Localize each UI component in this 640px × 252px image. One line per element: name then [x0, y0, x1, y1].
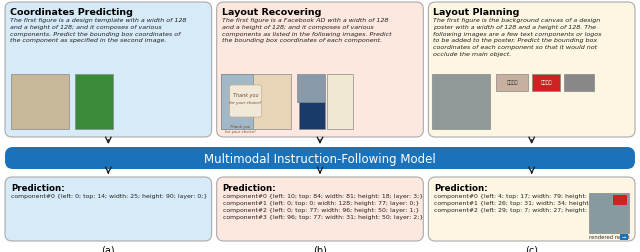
Text: Prediction:: Prediction: [11, 183, 65, 192]
Bar [433, 75, 490, 130]
Bar [221, 75, 253, 130]
Text: Prediction:: Prediction: [435, 183, 488, 192]
FancyBboxPatch shape [428, 3, 635, 137]
Bar [532, 75, 561, 92]
Text: component#0 {left: 0; top: 14; width: 25; height: 90; layer: 0;}: component#0 {left: 0; top: 14; width: 25… [11, 193, 207, 198]
Text: Coordinates Predicting: Coordinates Predicting [10, 8, 133, 17]
Text: component#0 {left: 4; top: 17; width: 79; height: 12;}
component#1 {left: 26; to: component#0 {left: 4; top: 17; width: 79… [435, 193, 603, 212]
Text: The first figure is a design template with a width of 128
and a height of 128; a: The first figure is a design template wi… [10, 18, 186, 43]
Text: 经典传世: 经典传世 [507, 80, 518, 85]
Bar [564, 75, 595, 92]
Text: (c): (c) [525, 245, 538, 252]
Bar [497, 75, 529, 92]
Text: for your choice!: for your choice! [229, 101, 262, 105]
Text: 品牌标志: 品牌标志 [541, 80, 552, 85]
Bar [589, 193, 629, 233]
FancyBboxPatch shape [428, 177, 635, 241]
Text: The first figure is the background canvas of a design
poster with a width of 128: The first figure is the background canva… [433, 18, 602, 57]
Bar [297, 75, 324, 103]
Bar [75, 75, 113, 130]
Text: rendered result: rendered result [589, 234, 629, 239]
Text: Prediction:: Prediction: [223, 183, 276, 192]
Text: Layout Recovering: Layout Recovering [221, 8, 321, 17]
FancyBboxPatch shape [5, 3, 212, 137]
Bar [299, 103, 324, 130]
Text: (b): (b) [313, 245, 327, 252]
Bar [326, 75, 353, 130]
FancyBboxPatch shape [5, 177, 212, 241]
Text: Thank you: Thank you [233, 93, 259, 98]
Text: →: → [622, 234, 626, 239]
Bar [620, 234, 628, 240]
Bar [221, 75, 291, 130]
Text: Layout Planning: Layout Planning [433, 8, 520, 17]
FancyBboxPatch shape [230, 86, 262, 117]
Text: component#0 {left: 10; top: 84; width: 81; height: 18; layer: 3;}
component#1 {l: component#0 {left: 10; top: 84; width: 8… [223, 193, 423, 219]
Text: Multimodal Instruction-Following Model: Multimodal Instruction-Following Model [204, 152, 436, 165]
Text: The first figure is a Facebook AD with a width of 128
and a height of 128; and i: The first figure is a Facebook AD with a… [221, 18, 391, 43]
Bar [613, 195, 627, 205]
Text: Thank you
for your choice!: Thank you for your choice! [225, 124, 256, 133]
FancyBboxPatch shape [217, 177, 423, 241]
FancyBboxPatch shape [217, 3, 423, 137]
FancyBboxPatch shape [5, 147, 635, 169]
Text: (a): (a) [102, 245, 115, 252]
Bar [11, 75, 69, 130]
